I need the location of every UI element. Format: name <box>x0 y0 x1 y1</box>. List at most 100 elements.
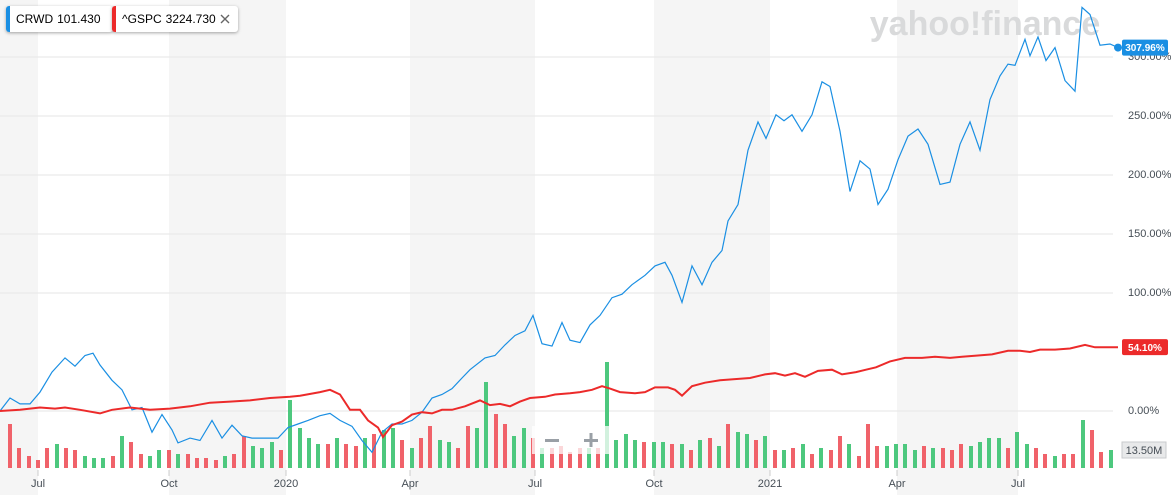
volume-bar <box>689 450 693 468</box>
volume-bar <box>344 444 348 468</box>
volume-bar <box>45 448 49 468</box>
volume-bar <box>484 382 488 468</box>
volume-bar <box>372 434 376 468</box>
volume-bar <box>1034 448 1038 468</box>
volume-bar <box>391 428 395 468</box>
volume-bar <box>559 446 563 468</box>
x-tick-label: Apr <box>401 478 418 490</box>
zoom-controls <box>532 426 610 454</box>
volume-bar <box>270 442 274 468</box>
volume-bar <box>1053 456 1057 468</box>
volume-bar <box>819 448 823 468</box>
volume-bar <box>288 400 292 468</box>
volume-bar <box>139 454 143 468</box>
volume-bar <box>773 450 777 468</box>
volume-bar <box>410 448 414 468</box>
volume-bar <box>885 446 889 468</box>
legend-quote: 101.430 <box>57 12 101 26</box>
background-band <box>897 0 1018 495</box>
volume-bar <box>894 444 898 468</box>
volume-bar <box>279 450 283 468</box>
volume-bar <box>857 456 861 468</box>
last-value-badge <box>1122 39 1168 56</box>
volume-bar <box>307 438 311 468</box>
volume-bar <box>176 454 180 468</box>
y-tick-label: 100.00% <box>1128 287 1172 299</box>
volume-bar <box>568 452 572 468</box>
legend-name: ^GSPC <box>122 12 162 26</box>
x-tick-label: Jul <box>31 478 45 490</box>
volume-bar <box>494 414 498 468</box>
volume-bar <box>195 458 199 468</box>
x-tick-label: Jul <box>528 478 542 490</box>
volume-bar <box>316 444 320 468</box>
volume-bar <box>111 456 115 468</box>
volume-bar <box>129 442 133 468</box>
volume-bar <box>838 436 842 468</box>
volume-bar <box>456 448 460 468</box>
volume-bar <box>64 448 68 468</box>
legend-swatch <box>112 6 116 32</box>
volume-bar <box>157 450 161 468</box>
volume-bar <box>763 436 767 468</box>
volume-bar <box>642 442 646 468</box>
volume-bar <box>428 426 432 468</box>
volume-bar <box>1081 420 1085 468</box>
volume-bar <box>1071 454 1075 468</box>
volume-bar <box>354 446 358 468</box>
last-value-badge <box>1122 339 1168 356</box>
volume-bar <box>36 460 40 468</box>
volume-bar <box>745 434 749 468</box>
background-band <box>654 0 770 495</box>
volume-bar <box>614 440 618 468</box>
volume-bar <box>1099 452 1103 468</box>
y-tick-label: 250.00% <box>1128 110 1172 122</box>
volume-bar <box>633 440 637 468</box>
volume-bar <box>475 428 479 468</box>
background-band <box>169 0 286 495</box>
volume-bar <box>810 454 814 468</box>
watermark: yahoo!finance <box>870 5 1100 43</box>
volume-bar <box>148 456 152 468</box>
volume-bar <box>466 426 470 468</box>
volume-bar <box>1015 432 1019 468</box>
volume-bar <box>522 428 526 468</box>
x-tick-label: Jul <box>1011 478 1025 490</box>
zoom-in[interactable] <box>581 430 601 450</box>
volume-bar <box>1043 454 1047 468</box>
volume-bar <box>1109 450 1113 468</box>
legend-quote: 3224.730 <box>165 12 216 26</box>
close-icon[interactable] <box>220 14 230 24</box>
volume-bar <box>101 458 105 468</box>
x-tick-label: 2021 <box>758 478 782 490</box>
background-band <box>410 0 535 495</box>
zoom-out[interactable] <box>542 430 562 450</box>
volume-bar <box>55 444 59 468</box>
legend-name: CRWD <box>16 12 54 26</box>
volume-bar <box>120 436 124 468</box>
volume-bar <box>987 438 991 468</box>
volume-bar <box>260 448 264 468</box>
volume-bar <box>997 438 1001 468</box>
x-tick-label: 2020 <box>274 478 298 490</box>
legend-chip[interactable]: ^GSPC 3224.730 <box>112 6 238 32</box>
volume-bar <box>922 446 926 468</box>
volume-bar <box>73 450 77 468</box>
volume-bar <box>298 428 302 468</box>
volume-bar <box>363 438 367 468</box>
volume-bar <box>670 444 674 468</box>
volume-bar <box>661 442 665 468</box>
volume-bar <box>232 454 236 468</box>
volume-bar <box>605 362 609 468</box>
volume-bar <box>791 448 795 468</box>
legend-chip[interactable]: CRWD 101.430 <box>6 6 113 32</box>
y-tick-label: 150.00% <box>1128 228 1172 240</box>
volume-bar <box>717 446 721 468</box>
volume-bar <box>167 450 171 468</box>
volume-bar <box>931 448 935 468</box>
volume-bar <box>83 456 87 468</box>
volume-bar <box>186 454 190 468</box>
x-tick-label: Oct <box>645 478 662 490</box>
